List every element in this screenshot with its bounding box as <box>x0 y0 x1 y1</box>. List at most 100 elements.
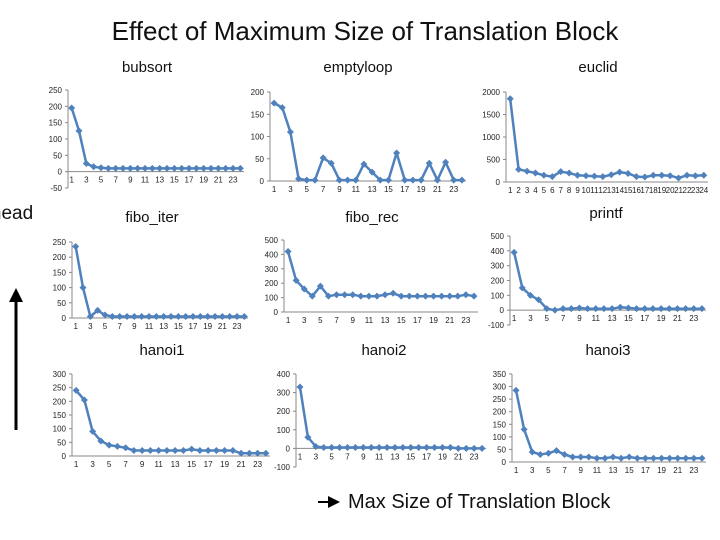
subplot-title: fibo_iter <box>125 209 178 226</box>
data-point <box>75 127 83 135</box>
x-tick-label: 7 <box>321 185 326 194</box>
data-point <box>698 454 706 462</box>
x-tick-label: 6 <box>550 186 555 195</box>
series-line <box>512 252 702 312</box>
x-tick-label: 21 <box>218 322 227 331</box>
data-point <box>188 445 196 453</box>
data-point <box>189 312 197 320</box>
x-tick-label: 11 <box>590 186 599 195</box>
subplot-title: bubsort <box>122 59 173 76</box>
x-tick-label: 5 <box>542 186 547 195</box>
y-tick-label: 100 <box>49 135 63 144</box>
x-tick-label: 9 <box>577 314 582 323</box>
data-point <box>312 443 320 451</box>
data-point <box>86 312 94 320</box>
x-tick-label: 7 <box>562 466 567 475</box>
x-tick-label: 15 <box>170 176 179 185</box>
data-point <box>515 165 523 173</box>
x-tick-label: 21 <box>433 185 442 194</box>
data-point <box>308 292 316 300</box>
x-tick-label: 21 <box>237 460 246 469</box>
data-point <box>245 449 253 457</box>
x-tick-label: 17 <box>189 322 198 331</box>
data-point <box>531 169 539 177</box>
x-tick-label: 3 <box>90 460 95 469</box>
x-tick-label: 23 <box>253 460 262 469</box>
data-point <box>349 291 357 299</box>
y-tick-label: 100 <box>265 294 279 303</box>
data-point <box>413 292 421 300</box>
y-tick-label: 100 <box>493 433 507 442</box>
x-tick-label: 3 <box>530 466 535 475</box>
x-tick-label: 13 <box>391 452 400 461</box>
data-point <box>204 312 212 320</box>
y-tick-label: 500 <box>265 236 279 245</box>
data-point <box>130 447 138 455</box>
y-tick-label: 150 <box>53 411 67 420</box>
y-tick-label: 1000 <box>482 133 500 142</box>
y-tick-label: 350 <box>493 370 507 379</box>
y-tick-label: 0 <box>260 177 265 186</box>
data-point <box>552 447 560 455</box>
y-tick-label: 250 <box>53 238 67 247</box>
y-tick-label: 0 <box>500 306 505 315</box>
y-tick-label: 200 <box>53 397 67 406</box>
data-point <box>156 164 164 172</box>
data-point <box>446 443 454 451</box>
y-tick-label: 0 <box>496 178 501 187</box>
data-point <box>163 164 171 172</box>
data-point <box>94 306 102 314</box>
data-point <box>357 292 365 300</box>
x-tick-label: 11 <box>592 314 601 323</box>
data-point <box>286 128 294 136</box>
y-tick-label: 50 <box>255 155 264 164</box>
data-point <box>163 447 171 455</box>
data-point <box>237 449 245 457</box>
series-line <box>514 390 702 460</box>
data-point <box>336 443 344 451</box>
y-tick-label: 200 <box>49 102 63 111</box>
subplot-title: euclid <box>578 59 617 76</box>
x-tick-label: 3 <box>528 314 533 323</box>
data-point <box>557 168 565 176</box>
x-tick-label: 15 <box>624 314 633 323</box>
x-tick-label: 11 <box>375 452 384 461</box>
data-point <box>123 312 131 320</box>
x-tick-label: 9 <box>575 186 580 195</box>
data-point <box>171 447 179 455</box>
data-point <box>405 292 413 300</box>
data-point <box>675 174 683 182</box>
data-point <box>616 168 624 176</box>
data-point <box>90 163 98 171</box>
subplot-title: emptyloop <box>323 59 392 76</box>
x-tick-label: 1 <box>512 314 517 323</box>
y-tick-label: 300 <box>493 383 507 392</box>
x-tick-label: 13 <box>607 186 616 195</box>
data-point <box>409 176 417 184</box>
data-point <box>292 276 300 284</box>
data-point <box>343 443 351 451</box>
x-tick-label: 1 <box>73 322 78 331</box>
data-point <box>458 176 466 184</box>
data-point <box>433 176 441 184</box>
x-tick-label: 19 <box>429 316 438 325</box>
x-tick-label: 19 <box>220 460 229 469</box>
y-tick-label: 150 <box>251 110 265 119</box>
x-tick-label: 19 <box>438 452 447 461</box>
data-point <box>72 386 80 394</box>
data-point <box>438 443 446 451</box>
x-tick-label: 9 <box>132 322 137 331</box>
data-point <box>367 443 375 451</box>
x-tick-label: 7 <box>345 452 350 461</box>
x-tick-label: 17 <box>185 176 194 185</box>
x-tick-label: 7 <box>117 322 122 331</box>
data-point <box>101 311 109 319</box>
data-point <box>544 449 552 457</box>
data-point <box>649 305 657 313</box>
data-point <box>254 449 262 457</box>
data-point <box>425 159 433 167</box>
x-tick-label: 3 <box>84 176 89 185</box>
data-point <box>657 305 665 313</box>
